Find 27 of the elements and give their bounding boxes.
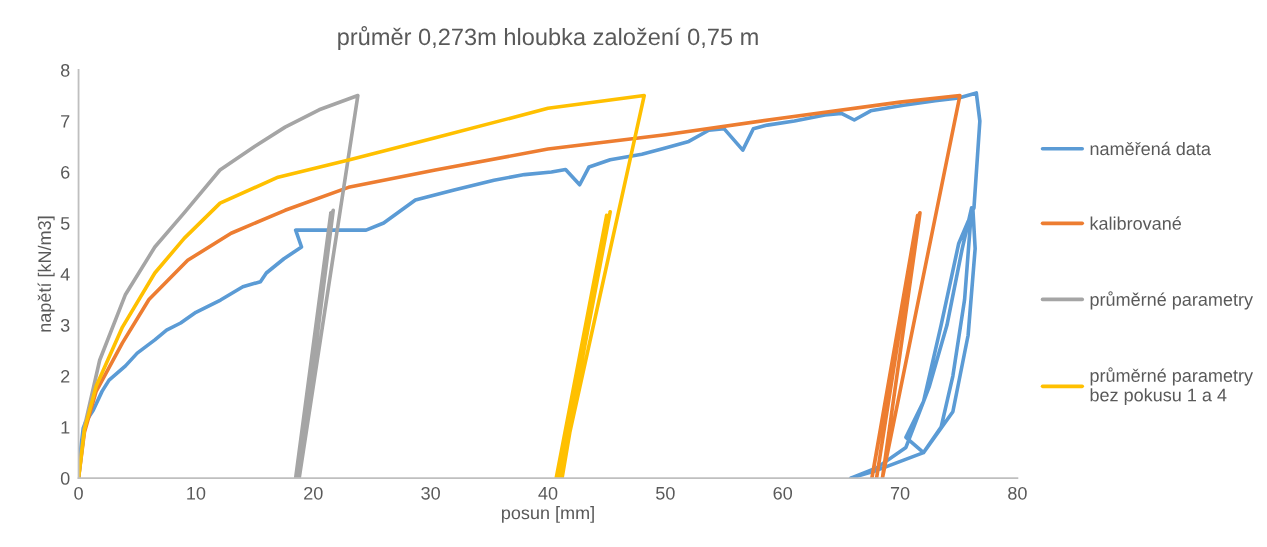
x-tick-label: 70 — [890, 486, 910, 500]
y-tick-label: 2 — [61, 370, 70, 383]
line-series — [78, 93, 360, 479]
legend-label: průměrné parametry — [1090, 291, 1253, 310]
y-tick-label: 5 — [60, 217, 70, 230]
x-tick-label: 0 — [74, 486, 83, 500]
x-tick-label: 30 — [421, 486, 440, 500]
x-tick-label: 40 — [538, 486, 558, 500]
line-series — [78, 93, 647, 479]
x-tick-label: 10 — [187, 486, 206, 500]
legend-label: kalibrované — [1090, 216, 1181, 230]
y-tick-label: 0 — [60, 472, 70, 485]
x-tick-label: 60 — [773, 486, 793, 500]
y-tick-label: 6 — [61, 165, 70, 179]
x-tick-label: 20 — [304, 486, 323, 500]
legend-label: průměrné parametry bez pokusu 1 a 4 — [1090, 367, 1253, 406]
y-tick-label: 3 — [60, 318, 70, 332]
y-tick-label: 8 — [60, 63, 70, 77]
x-tick-label: 50 — [656, 486, 675, 500]
x-tick-label: 80 — [1008, 486, 1027, 500]
chart-title: průměr 0,273m hloubka založení 0,75 m — [338, 25, 758, 50]
y-tick-label: 1 — [61, 421, 70, 434]
legend-label: naměřená data — [1090, 141, 1211, 156]
y-tick-label: 4 — [60, 268, 70, 281]
y-tick-label: 7 — [61, 115, 70, 128]
y-axis-title: napětí [kN/m3] — [37, 216, 55, 332]
x-axis-title: posun [mm] — [501, 506, 594, 523]
